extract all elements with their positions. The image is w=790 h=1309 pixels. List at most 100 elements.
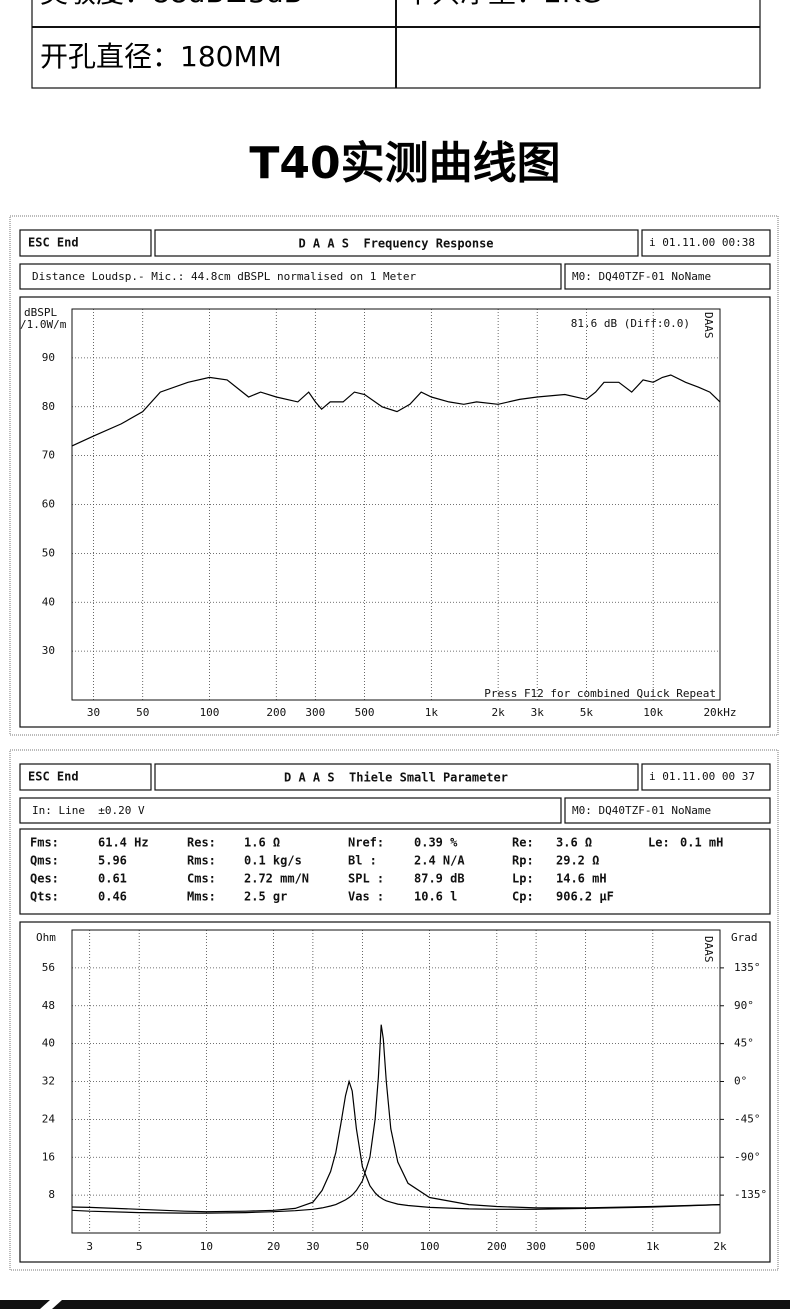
spec-table: 灵敏度：88dB±3dB 单只净重：2KG 开孔直径：180MM	[31, 0, 761, 89]
model: M0: DQ40TZF-01 NoName	[572, 804, 711, 817]
param-text: 1.6 Ω	[244, 836, 280, 850]
param-text: Re:	[512, 836, 534, 850]
plot-area	[71, 929, 721, 1234]
x-tick-label: 100	[200, 706, 220, 719]
plot-frame	[19, 296, 771, 728]
series-line	[71, 1024, 721, 1214]
param-text: 14.6 mH	[556, 872, 607, 886]
x-tick-label: 3k	[531, 706, 545, 719]
param-text: 2.5 gr	[244, 890, 287, 904]
x-tick-label: 3	[86, 1240, 93, 1253]
param-text: Res:	[187, 836, 216, 850]
param-text: Rms:	[187, 854, 216, 868]
param-text: Qms:	[30, 854, 59, 868]
param-text: Fms:	[30, 836, 59, 850]
y-tick-label: 48	[42, 999, 55, 1012]
watermark: DAAS	[702, 312, 715, 339]
param-text: Le:	[648, 836, 670, 850]
x-tick-label: 5k	[580, 706, 594, 719]
x-tick-label: 10k	[643, 706, 663, 719]
param-text: 2.4 N/A	[414, 854, 465, 868]
subtitle: Distance Loudsp.- Mic.: 44.8cm dBSPL nor…	[32, 270, 416, 283]
param-text: Vas :	[348, 890, 384, 904]
param-text: 3.6 Ω	[556, 836, 592, 850]
x-tick-label: 10	[200, 1240, 213, 1253]
header-box	[19, 797, 562, 824]
param-text: Mms:	[187, 890, 216, 904]
heading: T40实测曲线图	[249, 138, 560, 189]
param-text: 2.72 mm/N	[244, 872, 309, 886]
y2-tick-label: 0°	[734, 1075, 747, 1088]
y-axis-label: /1.0W/m	[20, 318, 67, 331]
table-cell: 灵敏度：88dB±3dB	[40, 0, 303, 9]
params-box	[19, 828, 771, 915]
x-tick-label: 50	[356, 1240, 369, 1253]
header-box	[154, 763, 639, 791]
param-text: 61.4 Hz	[98, 836, 149, 850]
footer-note: Press F12 for combined Quick Repeat	[484, 687, 716, 700]
annotation: 81.6 dB (Diff:0.0)	[571, 317, 690, 330]
param-text: 0.1 mH	[680, 836, 723, 850]
x-tick-label: 500	[576, 1240, 596, 1253]
param-text: Nref:	[348, 836, 384, 850]
header-box	[19, 763, 152, 791]
footer-slash	[40, 1300, 62, 1309]
param-text: 10.6 l	[414, 890, 457, 904]
y2-tick-label: -90°	[734, 1150, 761, 1163]
x-tick-label: 50	[136, 706, 149, 719]
y-tick-label: 70	[42, 449, 55, 462]
plot-frame	[19, 921, 771, 1263]
header-box	[564, 263, 771, 290]
y2-tick-label: -135°	[734, 1188, 767, 1201]
y-tick-label: 80	[42, 400, 55, 413]
y-axis-label: dBSPL	[24, 306, 57, 319]
x-tick-label: 200	[487, 1240, 507, 1253]
param-text: Qes:	[30, 872, 59, 886]
chart-title: D A A S Thiele Small Parameter	[284, 771, 508, 785]
x-tick-label: 5	[136, 1240, 143, 1253]
param-text: Cms:	[187, 872, 216, 886]
x-tick-label: 20kHz	[703, 706, 736, 719]
chart-panel: ESC End D A A S Thiele Small Parameter i…	[9, 749, 779, 1271]
subtitle: In: Line ±0.20 V	[32, 804, 145, 817]
plot-area	[71, 308, 721, 701]
y2-tick-label: 135°	[734, 961, 761, 974]
y-tick-label: 40	[42, 595, 55, 608]
table-cell: 开孔直径：180MM	[40, 40, 282, 73]
y-tick-label: 56	[42, 961, 55, 974]
esc-label: ESC End	[28, 236, 79, 250]
model: M0: DQ40TZF-01 NoName	[572, 270, 711, 283]
param-text: 5.96	[98, 854, 127, 868]
x-tick-label: 30	[87, 706, 100, 719]
header-box	[641, 763, 771, 791]
param-text: Cp:	[512, 890, 534, 904]
x-tick-label: 100	[420, 1240, 440, 1253]
x-tick-label: 1k	[425, 706, 439, 719]
date: i 01.11.00 00 37	[649, 770, 755, 783]
x-tick-label: 2k	[492, 706, 506, 719]
y2-axis-label: Grad	[731, 931, 758, 944]
y2-tick-label: 90°	[734, 999, 754, 1012]
x-tick-label: 1k	[646, 1240, 660, 1253]
x-tick-label: 500	[355, 706, 375, 719]
chart-title: D A A S Frequency Response	[298, 237, 493, 251]
header-box	[641, 229, 771, 257]
y-tick-label: 16	[42, 1150, 55, 1163]
date: i 01.11.00 00:38	[649, 236, 755, 249]
x-tick-label: 200	[266, 706, 286, 719]
esc-label: ESC End	[28, 770, 79, 784]
panel-border	[9, 749, 779, 1271]
series-line	[71, 1079, 721, 1213]
param-text: 0.61	[98, 872, 127, 886]
header-box	[564, 797, 771, 824]
y2-tick-label: -45°	[734, 1112, 761, 1125]
y-tick-label: 90	[42, 351, 55, 364]
series-line	[71, 374, 721, 447]
param-text: Qts:	[30, 890, 59, 904]
y-tick-label: 50	[42, 546, 55, 559]
table-cell: 单只净重：2KG	[404, 0, 602, 9]
x-tick-label: 2k	[713, 1240, 727, 1253]
param-text: 0.46	[98, 890, 127, 904]
